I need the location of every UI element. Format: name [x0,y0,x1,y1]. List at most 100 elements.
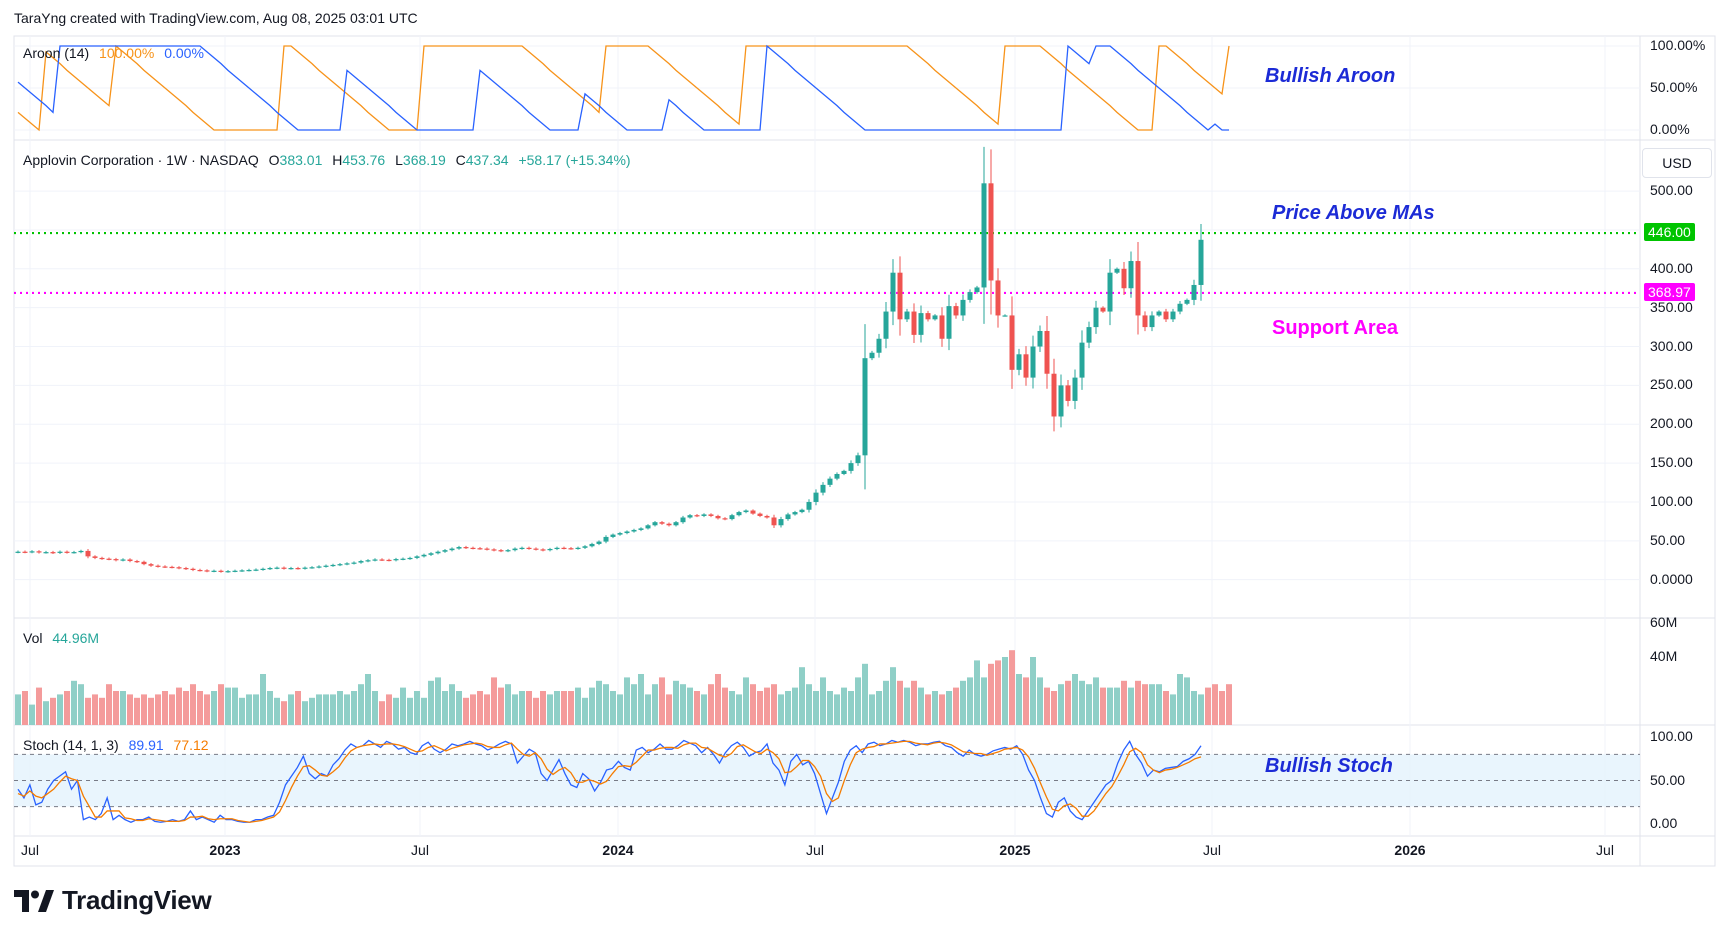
candle [148,562,154,567]
volume-bar [1037,677,1043,725]
stoch-k-line [17,739,1202,824]
candle [1100,306,1106,313]
volume-bar [519,691,525,725]
volume-bar [848,691,854,725]
candle [1114,267,1120,275]
volume-bar [463,697,469,725]
candle-body [750,510,756,514]
candle [715,514,721,520]
price-legend[interactable]: Applovin Corporation · 1W · NASDAQ O383.… [23,152,631,168]
candle [603,535,609,544]
candle [183,566,189,570]
candle [1030,335,1036,389]
candle [960,294,966,321]
stoch-legend[interactable]: Stoch (14, 1, 3) 89.91 77.12 [23,737,215,753]
candle [1009,296,1015,389]
currency-button[interactable]: USD [1642,148,1712,178]
candle [869,350,875,361]
aroon-legend[interactable]: Aroon (14) 100.00% 0.00% [23,45,210,61]
volume-legend[interactable]: Vol 44.96M [23,630,105,646]
candle-body [232,570,238,572]
candle-body [50,552,56,554]
candle [337,562,343,567]
volume-bar [673,680,679,725]
candle-body [617,533,623,535]
aroon-y-tick: 0.00% [1650,121,1690,137]
volume-bar [330,694,336,725]
candle-body [1177,303,1183,312]
x-axis-year-label: 2025 [999,842,1031,858]
candle-body [771,517,777,526]
candle [764,514,770,519]
candle [827,476,833,488]
volume-bar [435,677,441,725]
volume-bar [967,677,973,725]
volume-bar [344,694,350,725]
candle [1184,298,1190,306]
candle-body [729,515,735,520]
candle-body [568,548,574,550]
candle [981,146,987,324]
candle-body [400,558,406,560]
candle-body [295,568,301,570]
candle-body [239,570,245,572]
candle [897,256,903,336]
candle [50,550,56,555]
volume-bar [1198,694,1204,725]
candle-body [64,551,70,553]
bullish-stoch-annotation: Bullish Stoch [1265,755,1393,777]
candle-body [820,484,826,493]
candle-body [834,473,840,479]
volume-bar [176,687,182,725]
volume-bar [911,680,917,725]
candle-body [204,570,210,572]
candle [540,548,546,552]
volume-bar [932,691,938,725]
volume-bar [1065,680,1071,725]
volume-bar [1170,694,1176,725]
volume-bar [820,677,826,725]
candle-body [351,562,357,564]
candle [666,522,672,527]
candle [393,557,399,562]
candle-body [491,549,497,551]
candle-body [148,564,154,566]
volume-bar [1051,691,1057,725]
candle [813,489,819,506]
volume-bar [792,687,798,725]
volume-bar [99,697,105,725]
volume-bar [736,694,742,725]
candle [1156,310,1162,317]
aroon-down-line [17,44,1229,131]
candle [1149,311,1155,332]
candle [806,499,812,513]
candle [309,566,315,569]
candle [414,555,420,560]
candle [708,513,714,518]
x-axis-year-label: 2024 [602,842,634,858]
tradingview-logo[interactable]: TradingView [14,885,212,916]
volume-bar [512,694,518,725]
candle-body [925,313,931,320]
candle [617,531,623,536]
volume-bar [757,691,763,725]
candle-body [1030,346,1036,378]
candle [988,149,994,315]
candle [260,567,266,571]
tradingview-logo-icon [14,889,54,912]
support-price-tag: 368.97 [1644,282,1695,301]
volume-bar [1205,687,1211,725]
volume-bar [652,684,658,725]
volume-bar [897,680,903,725]
candle [1093,300,1099,334]
volume-bar [365,674,371,725]
stoch-y-tick: 0.00 [1650,815,1678,831]
volume-bar [855,677,861,725]
candle [512,547,518,552]
candle [449,547,455,552]
candle-body [197,569,203,572]
candle [386,558,392,562]
candle-body [743,510,749,513]
volume-bar [743,677,749,725]
